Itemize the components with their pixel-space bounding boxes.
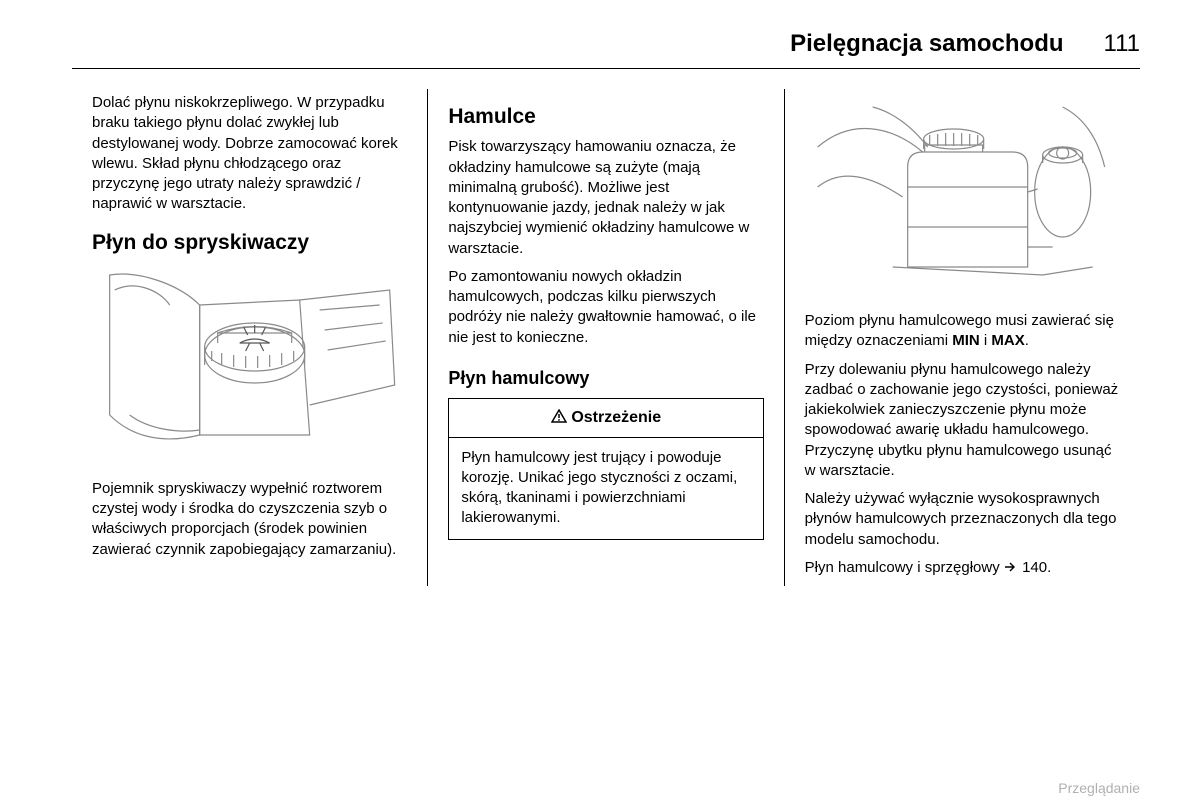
brake-fluid-spec-text: Należy używać wyłącznie wysokosprawnych … (805, 489, 1120, 550)
min-label: MIN (952, 332, 980, 349)
column-3: Poziom płynu hamulcowego musi zawierać s… (784, 89, 1140, 586)
footer-text: Przeglądanie (1058, 780, 1140, 796)
warning-title-text: Ostrzeżenie (571, 409, 661, 426)
page-number: 111 (1104, 30, 1140, 58)
brake-fluid-ref: Płyn hamulcowy i sprzęgłowy 140. (805, 558, 1120, 578)
ref-text: Płyn hamulcowy i sprzęgłowy (805, 559, 1004, 576)
brake-fluid-level-text: Poziom płynu hamulcowego musi zawierać s… (805, 311, 1120, 352)
level-text-post: . (1025, 332, 1029, 349)
brake-fluid-heading: Płyn hamulcowy (448, 366, 763, 390)
header-title: Pielęgnacja samochodu (790, 30, 1063, 58)
warning-title: Ostrzeżenie (449, 399, 762, 438)
reference-arrow-icon (1004, 559, 1022, 576)
level-text-mid: i (980, 332, 992, 349)
max-label: MAX (991, 332, 1024, 349)
page-header: Pielęgnacja samochodu 111 (72, 30, 1140, 69)
brakes-heading: Hamulce (448, 103, 763, 131)
warning-icon (551, 409, 571, 426)
warning-body: Płyn hamulcowy jest trujący i powoduje k… (449, 438, 762, 539)
washer-fluid-text: Pojemnik spryskiwaczy wypełnić roztworem… (92, 479, 407, 560)
washer-reservoir-illustration (92, 265, 407, 465)
column-2: Hamulce Pisk towarzyszący hamowaniu ozna… (427, 89, 783, 586)
brake-fluid-clean-text: Przy dolewaniu płynu hamulcowego należy … (805, 360, 1120, 482)
new-brake-pads-text: Po zamontowaniu nowych okładzin hamulcow… (448, 267, 763, 348)
content-columns: Dolać płynu niskokrzepliwego. W przypadk… (72, 89, 1140, 586)
washer-fluid-heading: Płyn do spryskiwaczy (92, 229, 407, 257)
brake-wear-text: Pisk towarzyszący hamowaniu oznacza, że … (448, 137, 763, 259)
ref-page: 140. (1022, 559, 1051, 576)
column-1: Dolać płynu niskokrzepliwego. W przypadk… (72, 89, 427, 586)
warning-box: Ostrzeżenie Płyn hamulcowy jest trujący … (448, 398, 763, 540)
coolant-instructions: Dolać płynu niskokrzepliwego. W przypadk… (92, 93, 407, 215)
brake-reservoir-illustration (805, 97, 1120, 297)
